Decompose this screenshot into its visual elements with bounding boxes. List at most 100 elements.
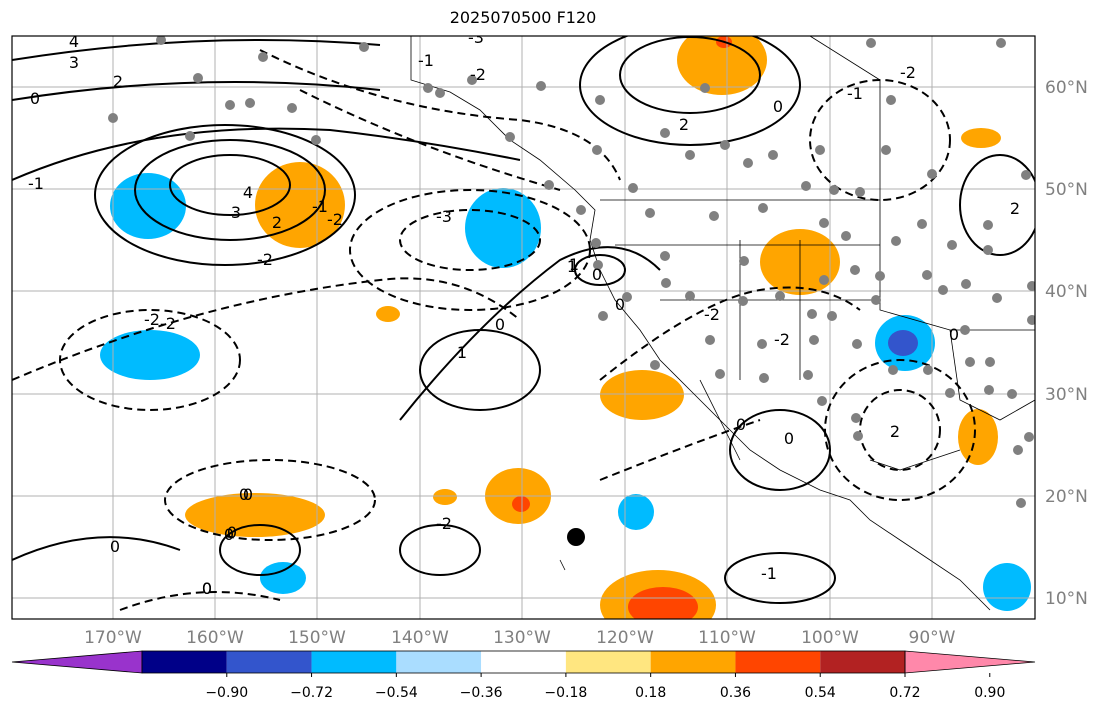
colorbar-segment	[820, 651, 905, 673]
gridlines	[12, 36, 1035, 619]
contour-value-label: -2	[327, 210, 343, 229]
colorbar-extend-low	[11, 650, 143, 674]
contour-value-label: -1	[761, 564, 777, 583]
negative-anomaly-blob	[100, 330, 200, 380]
latitude-tick-label: 10°N	[1045, 589, 1088, 609]
contour-value-label: 4	[243, 183, 253, 202]
contour-value-label: 0	[592, 265, 602, 284]
contour-value-label: 2	[272, 213, 282, 232]
colorbar-tick-label: −0.18	[544, 685, 587, 701]
colorbar-tick-label: −0.36	[460, 685, 503, 701]
longitude-tick-label: 120°W	[596, 628, 654, 648]
contour-value-label: 3	[231, 203, 241, 222]
contour-value-label: 0	[736, 415, 746, 434]
colorbar-tick-label: 0.90	[974, 685, 1005, 701]
contour-value-label: 1	[457, 343, 467, 362]
contour-value-label: 0	[110, 537, 120, 556]
contour-value-label: 2	[890, 422, 900, 441]
colorbar-segment	[311, 651, 397, 673]
negative-anomaly-blob	[983, 563, 1031, 611]
contour-value-label: -2	[160, 314, 176, 333]
strong-negative-anomaly	[888, 330, 918, 356]
strong-positive-anomaly	[512, 496, 530, 512]
negative-anomaly-blob	[260, 562, 306, 594]
contour-value-label: 0	[30, 89, 40, 108]
contour-value-label: 4	[69, 32, 79, 51]
longitude-tick-label: 110°W	[698, 628, 756, 648]
contour-value-label: 0	[784, 429, 794, 448]
contour-value-label: -2	[900, 63, 916, 82]
contour-value-label: 0	[615, 295, 625, 314]
longitude-tick-label: 160°W	[186, 628, 244, 648]
colorbar-tick-label: 0.36	[720, 685, 751, 701]
storm-center-marker	[567, 528, 585, 546]
latitude-tick-label: 60°N	[1045, 78, 1088, 98]
colorbar-extend-high	[904, 650, 1036, 674]
chart-title: 2025070500 F120	[449, 8, 597, 27]
colorbar-tick-label: −0.72	[290, 685, 333, 701]
colorbar-segment	[226, 651, 312, 673]
map-frame	[11, 35, 1036, 620]
contour-value-label: -2	[774, 330, 790, 349]
colorbar-tick-label: 0.18	[635, 685, 666, 701]
contour-value-label: -2	[257, 250, 273, 269]
positive-anomaly-blob	[255, 162, 345, 248]
colorbar-segment	[481, 651, 566, 673]
colorbar-segment	[142, 651, 227, 673]
negative-anomaly-blob	[110, 173, 186, 239]
colorbar-segment	[565, 651, 651, 673]
contour-value-label: 1	[567, 257, 577, 276]
contour-value-label: -1	[28, 174, 44, 193]
positive-anomaly-blob	[958, 409, 998, 465]
contour-value-label: 0	[243, 485, 253, 504]
contour-value-label: -1	[847, 84, 863, 103]
contour-value-label: 3	[69, 53, 79, 72]
colorbar-segment	[735, 651, 821, 673]
contour-value-label: 0	[202, 579, 212, 598]
longitude-tick-label: 140°W	[391, 628, 449, 648]
contour-value-label: -3	[436, 207, 452, 226]
latitude-tick-label: 20°N	[1045, 487, 1088, 507]
contour-value-label: -2	[144, 310, 160, 329]
longitude-tick-label: 130°W	[493, 628, 551, 648]
longitude-tick-label: 150°W	[288, 628, 346, 648]
contour-value-label: -2	[470, 65, 486, 84]
longitude-tick-label: 100°W	[801, 628, 859, 648]
contour-value-label: -1	[418, 51, 434, 70]
contour-value-label: 0	[227, 523, 237, 542]
colorbar-tick-label: 0.72	[889, 685, 920, 701]
contour-value-label: 0	[239, 485, 249, 504]
contour-value-label: 0	[495, 315, 505, 334]
contour-value-label: -1	[312, 197, 328, 216]
longitude-axis: 170°W 160°W 150°W 140°W 130°W 120°W 110°W 100°W…	[84, 628, 956, 648]
strong-positive-anomaly	[628, 587, 698, 619]
negative-anomaly-blob	[618, 494, 654, 530]
positive-anomaly-blob	[433, 489, 457, 505]
longitude-tick-label: 90°W	[909, 628, 956, 648]
latitude-tick-label: 30°N	[1045, 385, 1088, 405]
colorbar-tick-label: −0.54	[375, 685, 418, 701]
latitude-tick-label: 50°N	[1045, 180, 1088, 200]
contour-value-label: 0	[949, 325, 959, 344]
contour-value-label: 0	[224, 525, 234, 544]
coastlines	[410, 36, 1035, 611]
colorbar-segment	[650, 651, 736, 673]
contour-value-label: 2	[1010, 199, 1020, 218]
contour-value-label: 1	[569, 255, 579, 274]
colorbar-tick-label: 0.54	[805, 685, 836, 701]
contour-lines	[12, 36, 1035, 604]
positive-anomaly-blob	[600, 370, 684, 420]
contour-value-label: 0	[202, 579, 212, 598]
contour-value-label: 2	[113, 72, 123, 91]
contour-value-label: -3	[468, 28, 484, 47]
positive-anomaly-blob	[961, 128, 1001, 148]
positive-anomaly-blob	[185, 493, 325, 537]
contour-value-label: 2	[679, 115, 689, 134]
contour-value-label: -2	[436, 514, 452, 533]
latitude-tick-label: 40°N	[1045, 282, 1088, 302]
station-dots	[108, 36, 1035, 508]
contour-labels: 4320-1-2-3-1-220-31010-2-2000000-2-12-2-…	[28, 28, 1020, 598]
longitude-tick-label: 170°W	[84, 628, 142, 648]
colorbar-tick-label: −0.90	[205, 685, 248, 701]
